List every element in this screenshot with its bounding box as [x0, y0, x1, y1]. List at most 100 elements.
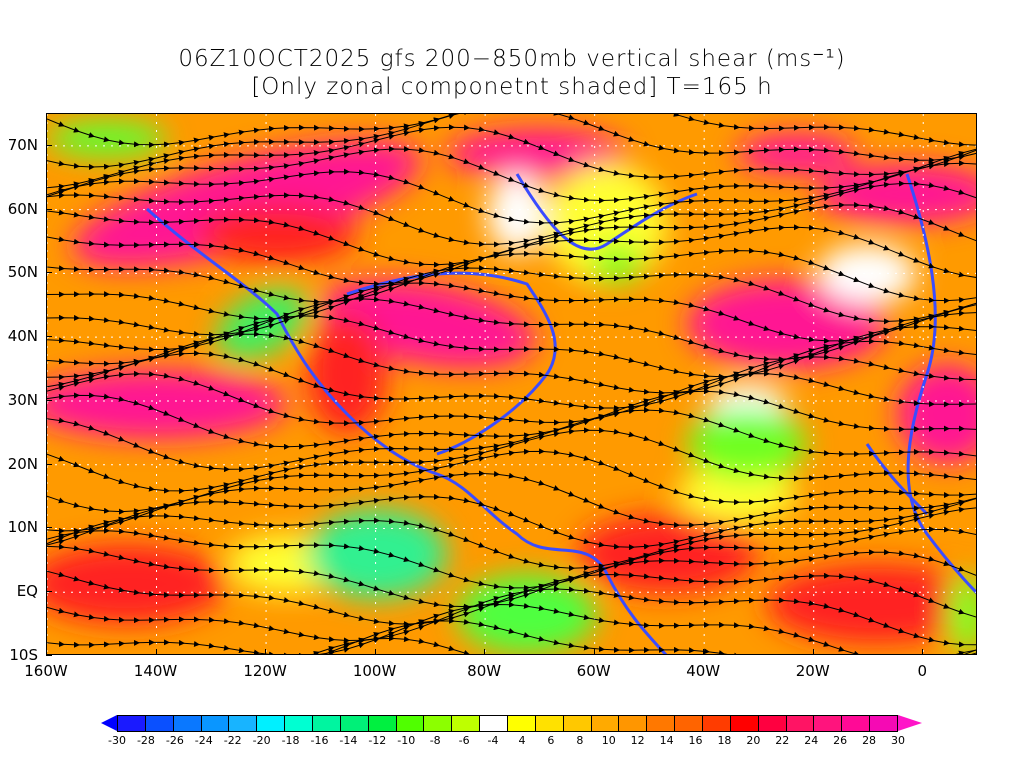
- colorbar-swatch: [842, 716, 871, 731]
- colorbar-swatch: [647, 716, 676, 731]
- map-canvas: [47, 114, 976, 654]
- colorbar-swatch: [563, 716, 592, 731]
- streamline: [58, 617, 976, 654]
- colorbar-label: -22: [223, 734, 242, 747]
- colorbar-label: -6: [458, 734, 470, 747]
- colorbar-swatch: [368, 716, 397, 731]
- lat-tick-label: 70N: [7, 135, 38, 154]
- shading-region: [817, 244, 917, 304]
- colorbar-swatch: [145, 716, 174, 731]
- colorbar-swatch: [229, 716, 258, 731]
- lon-tick-label: 60W: [576, 662, 611, 680]
- colorbar-label: 26: [833, 734, 848, 747]
- colorbar-labels: -30 -28 -26 -24 -22 -20 -18 -16 -14 -12 -10 -8 -6 -4 4…: [108, 734, 905, 748]
- lon-tick-label: 140W: [133, 662, 178, 680]
- lon-tick-label: 0: [917, 662, 928, 680]
- lon-tick: [593, 649, 595, 655]
- lat-tick-label: EQ: [16, 582, 38, 601]
- lat-tick: [46, 208, 52, 210]
- shading-region: [197, 204, 357, 264]
- colorbar-label: -16: [310, 734, 329, 747]
- chart-title: 06Z10OCT2025 gfs 200−850mb vertical shea…: [178, 46, 846, 72]
- lon-tick-label: 120W: [243, 662, 287, 680]
- lat-tick: [46, 591, 52, 593]
- colorbar-swatch: [619, 716, 648, 731]
- colorbar-swatch: [201, 716, 230, 731]
- colorbar-label: -4: [487, 734, 499, 747]
- colorbar-swatch: [173, 716, 202, 731]
- lon-tick: [703, 649, 705, 655]
- shading-region: [767, 564, 976, 644]
- colorbar-swatch: [591, 716, 620, 731]
- colorbar-swatch: [313, 716, 341, 731]
- colorbar-swatch: [340, 716, 369, 731]
- streamlines: [47, 114, 976, 654]
- lat-tick: [46, 399, 52, 401]
- colorbar-label: 6: [547, 734, 555, 747]
- lat-tick: [46, 527, 52, 529]
- colorbar-swatch: [424, 716, 453, 731]
- colorbar-swatch: [675, 716, 704, 731]
- lon-tick-label: 80W: [467, 662, 502, 680]
- lon-tick-label: 20W: [795, 662, 830, 680]
- lat-tick: [46, 272, 52, 274]
- colorbar-swatch: [480, 716, 509, 731]
- lon-tick-label: 160W: [24, 662, 68, 680]
- lon-tick: [374, 649, 376, 655]
- lat-tick: [46, 144, 52, 146]
- colorbar-label: 10: [601, 734, 616, 747]
- lon-tick-label: 100W: [352, 662, 397, 680]
- colorbar-label: 24: [804, 734, 819, 747]
- colorbar-label: -26: [165, 734, 184, 747]
- colorbar-low-arrow: [101, 715, 117, 731]
- colorbar-swatch: [508, 716, 536, 731]
- lon-tick: [155, 649, 157, 655]
- lon-tick: [922, 649, 924, 655]
- colorbar-label: 14: [659, 734, 674, 747]
- lat-tick-label: 60N: [7, 199, 38, 218]
- colorbar-label: 12: [630, 734, 645, 747]
- lon-tick: [812, 649, 814, 655]
- colorbar-label: -12: [368, 734, 387, 747]
- colorbar-swatch: [703, 716, 731, 731]
- colorbar-swatch: [118, 716, 146, 731]
- lon-tick: [484, 649, 486, 655]
- colorbar-label: -8: [429, 734, 441, 747]
- colorbar-label: 22: [775, 734, 790, 747]
- colorbar-swatch: [257, 716, 286, 731]
- shear-map: [46, 113, 977, 655]
- colorbar-label: -14: [339, 734, 358, 747]
- colorbar-swatch: [870, 716, 898, 731]
- lat-tick-label: 40N: [7, 327, 38, 346]
- lat-tick-label: 20N: [7, 454, 38, 473]
- colorbar-swatch: [285, 716, 314, 731]
- colorbar-high-arrow: [898, 715, 922, 731]
- colorbar-label: 30: [891, 734, 905, 747]
- colorbar-swatch: [758, 716, 787, 731]
- shading-region: [457, 574, 597, 654]
- colorbar-label: 28: [862, 734, 877, 747]
- colorbar-label: 16: [688, 734, 703, 747]
- lat-tick: [46, 336, 52, 338]
- colorbar-label: 4: [518, 734, 526, 747]
- colorbar-label: -20: [252, 734, 271, 747]
- colorbar-swatch: [814, 716, 843, 731]
- colorbar-swatch: [730, 716, 759, 731]
- colorbar-swatch: [396, 716, 425, 731]
- colorbar-swatch: [535, 716, 564, 731]
- colorbar: [117, 715, 898, 732]
- lat-tick-label: 10S: [9, 646, 38, 664]
- colorbar-label: 18: [717, 734, 732, 747]
- shading-region: [737, 134, 857, 174]
- colorbar-label: 20: [746, 734, 761, 747]
- colorbar-swatch: [786, 716, 815, 731]
- lat-tick: [46, 463, 52, 465]
- lon-tick: [46, 649, 47, 655]
- chart-subtitle: [Only zonal componetnt shaded] T=165 h: [251, 74, 773, 100]
- lat-tick-label: 50N: [7, 263, 38, 282]
- lat-tick-label: 30N: [7, 390, 38, 409]
- colorbar-label: -18: [281, 734, 300, 747]
- lat-tick-label: 10N: [7, 518, 38, 537]
- lon-tick-label: 40W: [686, 662, 721, 680]
- lon-tick: [265, 649, 267, 655]
